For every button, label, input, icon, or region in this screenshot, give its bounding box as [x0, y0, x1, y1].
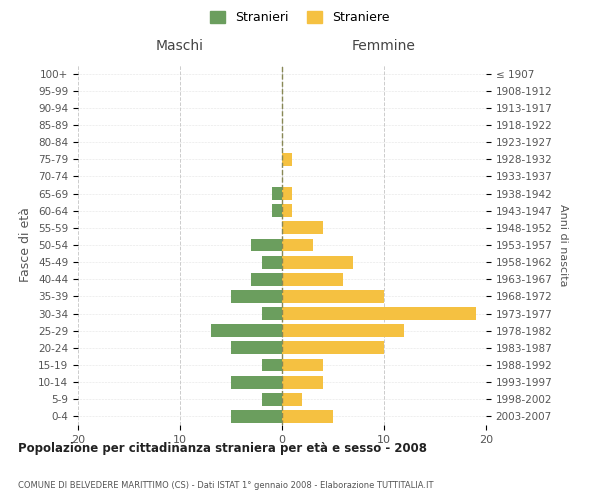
Bar	[231, 410, 282, 423]
Bar	[282, 342, 384, 354]
Bar	[262, 307, 282, 320]
Bar	[282, 153, 292, 166]
Bar	[231, 290, 282, 303]
Bar	[262, 256, 282, 268]
Bar	[282, 238, 313, 252]
Text: Femmine: Femmine	[352, 39, 416, 53]
Text: Popolazione per cittadinanza straniera per età e sesso - 2008: Popolazione per cittadinanza straniera p…	[18, 442, 427, 455]
Legend: Stranieri, Straniere: Stranieri, Straniere	[205, 6, 395, 29]
Bar	[282, 410, 333, 423]
Bar	[282, 307, 476, 320]
Bar	[231, 342, 282, 354]
Bar	[211, 324, 282, 337]
Bar	[272, 204, 282, 217]
Y-axis label: Anni di nascita: Anni di nascita	[558, 204, 568, 286]
Bar	[282, 358, 323, 372]
Bar	[282, 324, 404, 337]
Bar	[251, 273, 282, 285]
Bar	[262, 358, 282, 372]
Bar	[282, 393, 302, 406]
Bar	[272, 187, 282, 200]
Text: COMUNE DI BELVEDERE MARITTIMO (CS) - Dati ISTAT 1° gennaio 2008 - Elaborazione T: COMUNE DI BELVEDERE MARITTIMO (CS) - Dat…	[18, 481, 433, 490]
Bar	[231, 376, 282, 388]
Bar	[282, 256, 353, 268]
Bar	[282, 376, 323, 388]
Bar	[262, 393, 282, 406]
Bar	[282, 273, 343, 285]
Text: Maschi: Maschi	[156, 39, 204, 53]
Bar	[282, 222, 323, 234]
Bar	[282, 290, 384, 303]
Bar	[282, 187, 292, 200]
Y-axis label: Fasce di età: Fasce di età	[19, 208, 32, 282]
Bar	[251, 238, 282, 252]
Bar	[282, 204, 292, 217]
